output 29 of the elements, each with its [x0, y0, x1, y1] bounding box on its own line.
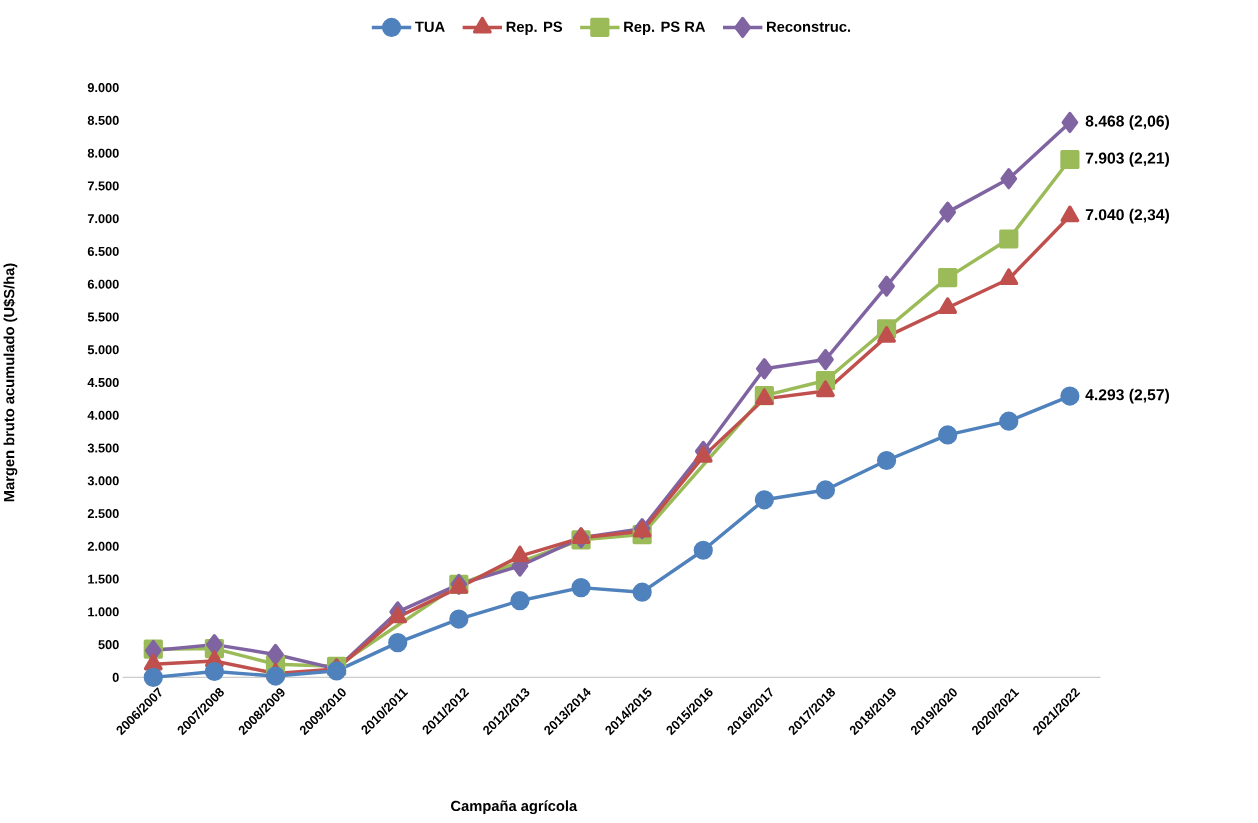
y-tick-label: 8.000	[87, 148, 119, 158]
legend-label: Rep. PS RA	[624, 21, 706, 35]
y-tick-label: 3.500	[87, 443, 119, 453]
y-tick-label: 6.000	[87, 279, 119, 289]
y-tick-label: 5.500	[87, 312, 119, 322]
y-tick-label: 4.000	[87, 410, 119, 420]
y-tick-label: 7.000	[87, 214, 119, 224]
legend-label: TUA	[415, 21, 445, 32]
y-tick-label: 1.000	[88, 607, 119, 617]
legend-label: Reconstruc.	[767, 21, 851, 32]
y-tick-label: 1.500	[88, 574, 119, 584]
data-label: 7.903 (2,21)	[1085, 152, 1170, 167]
y-tick-label: 6.500	[87, 246, 119, 256]
data-label: 4.293 (2,57)	[1085, 388, 1170, 404]
y-tick-label: 9.000	[87, 83, 119, 93]
y-tick-label: 5.000	[87, 345, 119, 355]
y-tick-label: 4.500	[87, 377, 119, 387]
y-tick-label: 7.500	[87, 181, 119, 191]
y-tick-label: 2.000	[87, 541, 119, 551]
y-tick-label: 500	[98, 640, 119, 650]
y-tick-label: 0	[112, 672, 119, 682]
y-axis-title: Margen bruto acumulado (U$S/ha)	[3, 263, 18, 502]
y-tick-label: 3.000	[87, 476, 119, 486]
y-tick-label: 8.500	[87, 115, 119, 125]
y-tick-label: 2.500	[87, 509, 119, 519]
data-label: 8.468 (2,06)	[1085, 115, 1170, 130]
legend-label: Rep. PS	[506, 21, 563, 35]
x-axis-title: Campaña agrícola	[451, 800, 578, 815]
data-label: 7.040 (2,34)	[1085, 208, 1170, 224]
